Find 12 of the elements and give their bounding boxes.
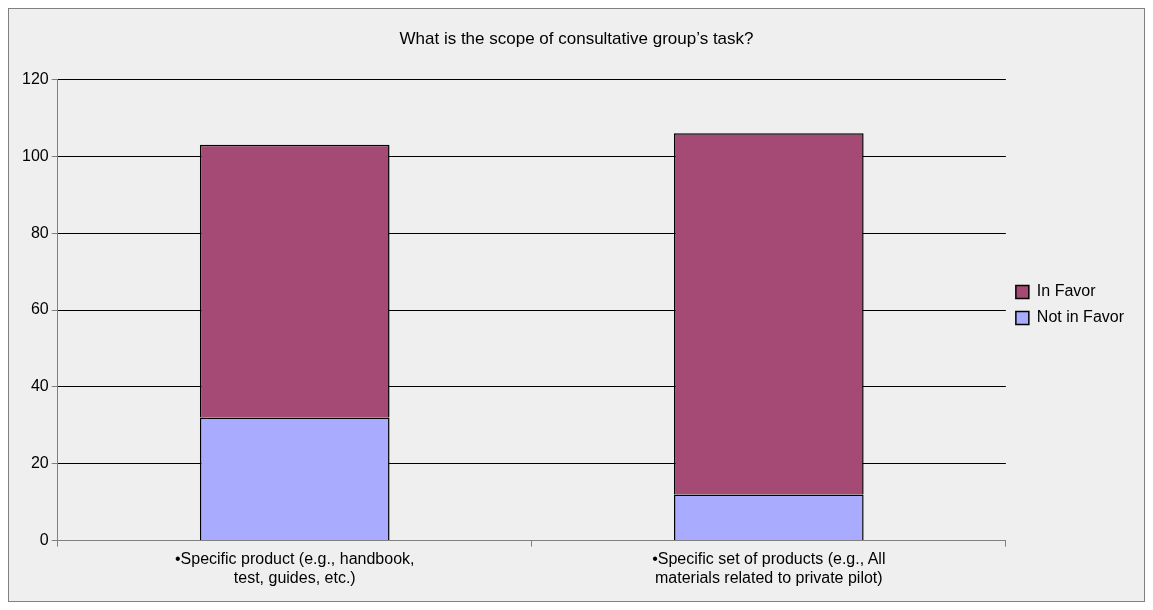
y-tick-label: 20 (30, 454, 49, 472)
y-tick-label: 60 (30, 300, 49, 318)
legend-label: Not in Favor (1036, 308, 1125, 326)
x-tick-label: •Specific set of products (e.g., All materials related to private pilot) (652, 549, 886, 586)
y-tick-label: 120 (21, 69, 49, 87)
y-tick-label: 40 (30, 377, 49, 395)
y-tick-label: 80 (30, 223, 49, 241)
legend-label: In Favor (1036, 282, 1097, 300)
y-tick-label: 0 (39, 531, 49, 549)
x-tick-label: •Specific product (e.g., handbook, test, guides, etc.) (174, 549, 415, 586)
chart-title: What is the scope of consultative group’s task? (399, 28, 754, 48)
y-tick-label: 100 (21, 146, 49, 164)
